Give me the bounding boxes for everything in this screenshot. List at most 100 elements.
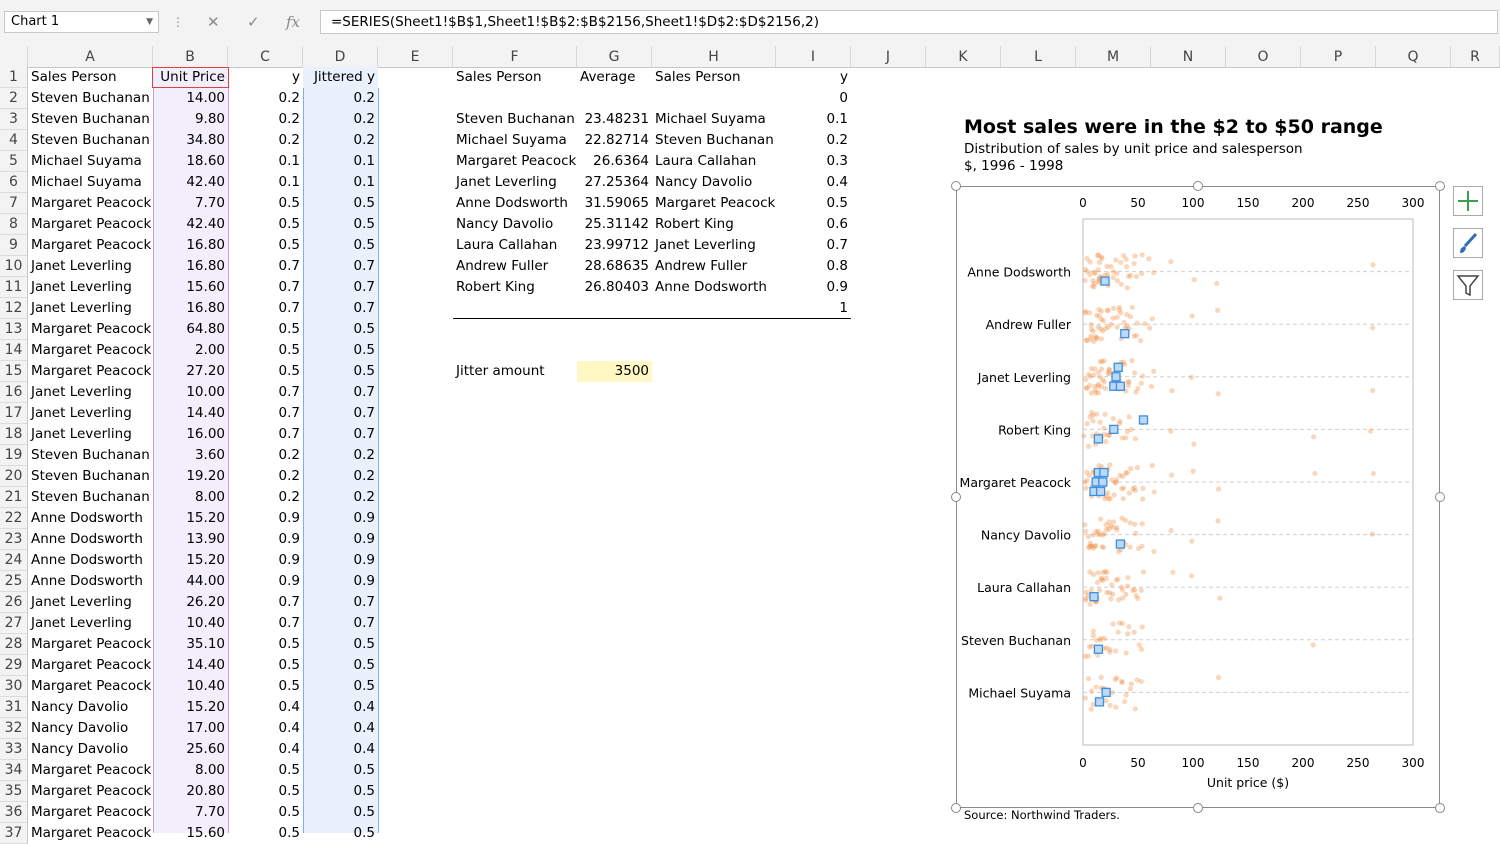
summary-average[interactable]: 26.6364 [593,153,649,169]
summary-sales-person-2[interactable]: Anne Dodsworth [655,279,767,295]
cell-a5[interactable]: Michael Suyama [31,153,142,169]
cell-d3[interactable]: 0.2 [353,111,375,127]
cell-a17[interactable]: Janet Leverling [31,405,132,421]
cell-b36[interactable]: 7.70 [194,804,225,820]
chevron-down-icon[interactable]: ▼ [146,17,153,27]
cell-d27[interactable]: 0.7 [353,615,375,631]
summary-sales-person-2[interactable]: Steven Buchanan [655,132,774,148]
column-header-h[interactable]: H [652,46,776,67]
summary-average[interactable]: 22.82714 [584,132,649,148]
cell-b22[interactable]: 15.20 [186,510,225,526]
summary-header-y[interactable]: y [840,69,848,85]
cell-c22[interactable]: 0.9 [278,510,300,526]
jitter-amount-input[interactable]: 3500 [614,363,649,379]
cell-d22[interactable]: 0.9 [353,510,375,526]
summary-sales-person[interactable]: Janet Leverling [456,174,557,190]
resize-handle-top-right[interactable] [1435,181,1445,191]
cell-d29[interactable]: 0.5 [353,657,375,673]
summary-y[interactable]: 0.2 [826,132,848,148]
cell-d2[interactable]: 0.2 [353,90,375,106]
cell-a8[interactable]: Margaret Peacock [31,216,152,232]
cell-d13[interactable]: 0.5 [353,321,375,337]
cell-c14[interactable]: 0.5 [278,342,300,358]
cell-c23[interactable]: 0.9 [278,531,300,547]
cell-c36[interactable]: 0.5 [278,804,300,820]
row-header[interactable]: 10 [0,256,28,277]
cell-c9[interactable]: 0.5 [278,237,300,253]
cell-d21[interactable]: 0.2 [353,489,375,505]
cell-d31[interactable]: 0.4 [353,699,375,715]
cell-b25[interactable]: 44.00 [186,573,225,589]
row-header[interactable]: 16 [0,382,28,403]
cell-c4[interactable]: 0.2 [278,132,300,148]
row-header[interactable]: 14 [0,340,28,361]
cell-c1[interactable]: y [292,69,300,85]
column-header-g[interactable]: G [577,46,652,67]
resize-handle-bottom[interactable] [1193,803,1203,813]
cell-c27[interactable]: 0.7 [278,615,300,631]
cell-c25[interactable]: 0.9 [278,573,300,589]
summary-sales-person[interactable]: Steven Buchanan [456,111,575,127]
summary-average[interactable]: 27.25364 [584,174,649,190]
summary-sales-person[interactable]: Margaret Peacock [456,153,577,169]
summary-y[interactable]: 0.7 [826,237,848,253]
cell-b34[interactable]: 8.00 [194,762,225,778]
cell-a12[interactable]: Janet Leverling [31,300,132,316]
cell-d12[interactable]: 0.7 [353,300,375,316]
column-header-n[interactable]: N [1151,46,1226,67]
summary-y[interactable]: 0.4 [826,174,848,190]
name-box[interactable]: Chart 1 ▼ [4,11,159,33]
cell-c24[interactable]: 0.9 [278,552,300,568]
cell-d11[interactable]: 0.7 [353,279,375,295]
resize-handle-top-left[interactable] [951,181,961,191]
cell-a27[interactable]: Janet Leverling [31,615,132,631]
cell-d8[interactable]: 0.5 [353,216,375,232]
column-header-r[interactable]: R [1451,46,1500,67]
row-header[interactable]: 31 [0,697,28,718]
cell-d16[interactable]: 0.7 [353,384,375,400]
summary-header-sales-person-2[interactable]: Sales Person [655,69,741,85]
cell-a3[interactable]: Steven Buchanan [31,111,150,127]
summary-sales-person[interactable]: Nancy Davolio [456,216,554,232]
cell-d18[interactable]: 0.7 [353,426,375,442]
column-header-f[interactable]: F [453,46,577,67]
row-header[interactable]: 37 [0,823,28,844]
resize-handle-bottom-right[interactable] [1435,803,1445,813]
cell-a22[interactable]: Anne Dodsworth [31,510,143,526]
cell-b16[interactable]: 10.00 [186,384,225,400]
cell-b14[interactable]: 2.00 [194,342,225,358]
row-header[interactable]: 22 [0,508,28,529]
more-options-icon[interactable]: ⋮ [172,15,184,29]
row-header[interactable]: 24 [0,550,28,571]
cell-b11[interactable]: 15.60 [186,279,225,295]
cell-b8[interactable]: 42.40 [186,216,225,232]
summary-average[interactable]: 26.80403 [584,279,649,295]
formula-input[interactable]: =SERIES(Sheet1!$B$1,Sheet1!$B$2:$B$2156,… [320,10,1498,34]
cell-a32[interactable]: Nancy Davolio [31,720,129,736]
cell-a26[interactable]: Janet Leverling [31,594,132,610]
row-header[interactable]: 12 [0,298,28,319]
cell-b37[interactable]: 15.60 [186,825,225,841]
cell-a33[interactable]: Nancy Davolio [31,741,129,757]
enter-icon[interactable]: ✓ [247,13,260,31]
cell-d30[interactable]: 0.5 [353,678,375,694]
cell-d10[interactable]: 0.7 [353,258,375,274]
summary-sales-person-2[interactable]: Janet Leverling [655,237,756,253]
cell-d7[interactable]: 0.5 [353,195,375,211]
chart-styles-button[interactable] [1453,228,1483,258]
cell-c21[interactable]: 0.2 [278,489,300,505]
row-header[interactable]: 7 [0,193,28,214]
cell-c15[interactable]: 0.5 [278,363,300,379]
cell-a11[interactable]: Janet Leverling [31,279,132,295]
cell-a25[interactable]: Anne Dodsworth [31,573,143,589]
column-header-l[interactable]: L [1001,46,1076,67]
cell-b13[interactable]: 64.80 [186,321,225,337]
column-header-k[interactable]: K [926,46,1001,67]
summary-y[interactable]: 0.9 [826,279,848,295]
cell-d14[interactable]: 0.5 [353,342,375,358]
column-header-o[interactable]: O [1226,46,1301,67]
cell-b19[interactable]: 3.60 [194,447,225,463]
cell-b17[interactable]: 14.40 [186,405,225,421]
resize-handle-left[interactable] [951,492,961,502]
cell-b21[interactable]: 8.00 [194,489,225,505]
